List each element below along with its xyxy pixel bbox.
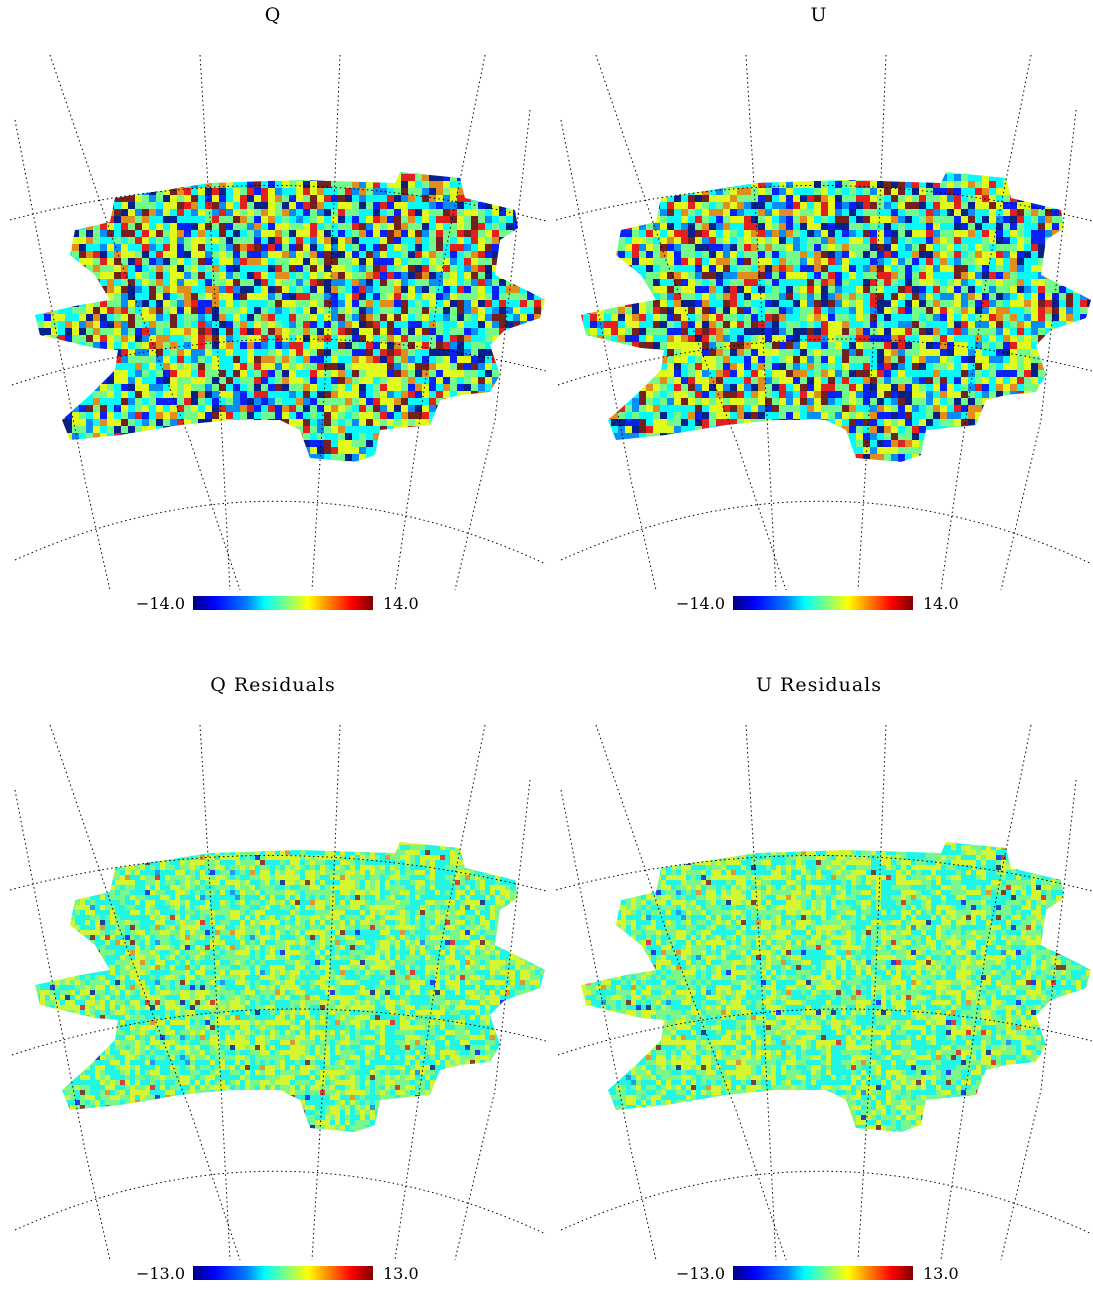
colorbar-max-label: 14.0: [923, 594, 959, 613]
colorbar: −13.0 13.0: [136, 1264, 419, 1283]
panel-u-residuals: U Residuals −13.0 13.0: [546, 646, 1092, 1291]
colorbar-gradient: [193, 1266, 373, 1280]
colorbar-min-label: −14.0: [135, 594, 185, 613]
panel-q: Q −14.0 14.0: [0, 0, 546, 645]
sky-map-pixels: [35, 172, 545, 462]
sky-map-q: [9, 54, 546, 591]
panel-u: U −14.0 14.0: [546, 0, 1092, 645]
graticule: [555, 724, 1092, 1261]
panel-title: U: [810, 4, 828, 26]
panel-q-residuals: Q Residuals −13.0 13.0: [0, 646, 546, 1291]
colorbar-max-label: 13.0: [383, 1264, 419, 1283]
sky-map-u-residuals: [555, 724, 1092, 1261]
colorbar-gradient: [733, 1266, 913, 1280]
colorbar-max-label: 13.0: [923, 1264, 959, 1283]
colorbar: −14.0 14.0: [676, 594, 959, 613]
sky-map-pixels: [581, 172, 1091, 462]
colorbar: −13.0 13.0: [676, 1264, 959, 1283]
panel-title: U Residuals: [756, 674, 882, 696]
sky-map-q-residuals: [9, 724, 546, 1261]
colorbar-min-label: −14.0: [675, 594, 725, 613]
colorbar-gradient: [193, 596, 373, 610]
graticule: [9, 54, 546, 591]
colorbar-gradient: [733, 596, 913, 610]
sky-map-pixels: [35, 842, 545, 1132]
sky-map-u: [555, 54, 1092, 591]
panel-title: Q: [264, 4, 282, 26]
panel-title: Q Residuals: [210, 674, 336, 696]
colorbar-min-label: −13.0: [135, 1264, 185, 1283]
graticule: [555, 54, 1092, 591]
colorbar-max-label: 14.0: [383, 594, 419, 613]
graticule: [9, 724, 546, 1261]
sky-map-pixels: [581, 842, 1091, 1132]
colorbar-min-label: −13.0: [675, 1264, 725, 1283]
colorbar: −14.0 14.0: [136, 594, 419, 613]
